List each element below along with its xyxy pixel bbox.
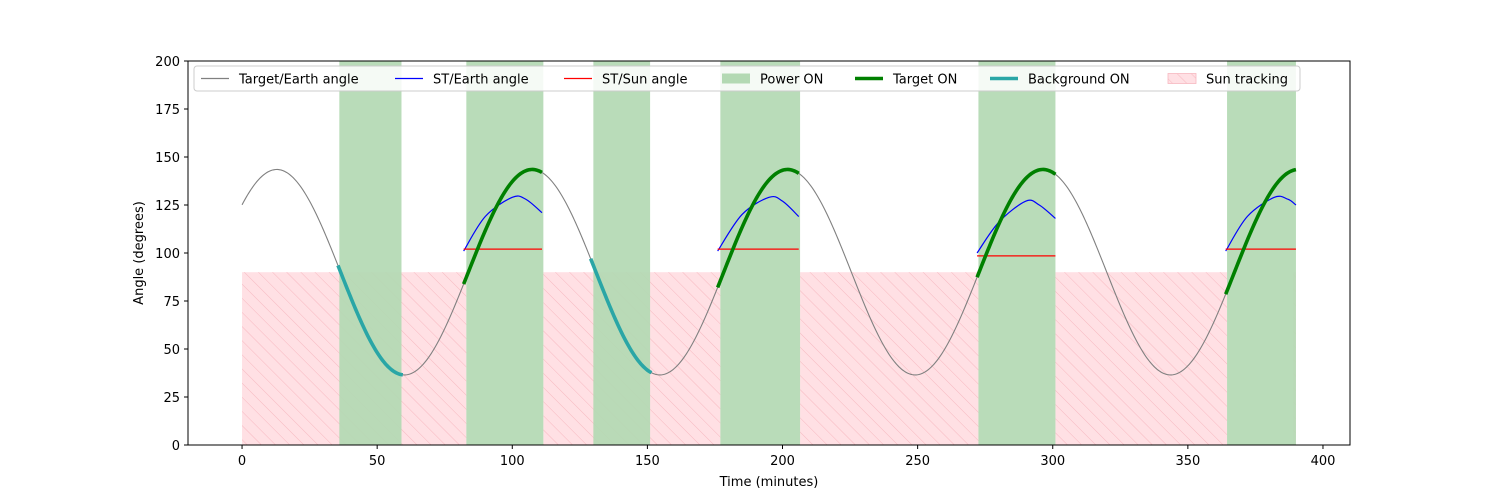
y-tick-label: 125	[155, 199, 180, 214]
y-tick-label: 175	[155, 103, 180, 118]
x-axis-label: Time (minutes)	[719, 475, 819, 490]
x-tick-label: 400	[1311, 454, 1336, 469]
legend-label: Power ON	[760, 73, 823, 88]
x-tick-label: 150	[635, 454, 660, 469]
y-tick-label: 100	[155, 247, 180, 262]
power-on-span	[720, 61, 801, 445]
power-on-span	[593, 61, 651, 445]
st-earth-angle-line	[717, 195, 800, 252]
power-on-span	[339, 61, 402, 445]
y-tick-label: 25	[163, 391, 180, 406]
y-tick-label: 150	[155, 151, 180, 166]
x-axis: 0 50 100 150 200 250 300 350 400	[238, 445, 1335, 469]
legend: Target/Earth angle ST/Earth angle ST/Sun a…	[193, 65, 1301, 92]
x-tick-label: 300	[1040, 454, 1065, 469]
st-earth-angle-line	[976, 199, 1056, 254]
y-tick-label: 0	[172, 439, 180, 454]
y-axis-label: Angle (degrees)	[132, 201, 147, 305]
legend-label: ST/Sun angle	[602, 73, 688, 88]
legend-label: Target ON	[892, 73, 957, 88]
target-on-line	[975, 167, 1057, 278]
y-axis: 0 25 50 75 100 125 150 175 200	[155, 55, 188, 454]
target-on-line	[461, 167, 543, 285]
x-tick-label: 50	[369, 454, 386, 469]
legend-label: Target/Earth angle	[238, 73, 359, 88]
background-on-line	[588, 258, 653, 375]
sun-tracking-hatch	[800, 272, 979, 445]
power-on-span	[466, 61, 544, 445]
power-on-span	[978, 61, 1056, 445]
plot-area	[241, 61, 1297, 445]
y-tick-label: 50	[163, 343, 180, 358]
y-tick-label: 200	[155, 55, 180, 70]
y-tick-label: 75	[163, 295, 180, 310]
power-on-span	[1227, 61, 1296, 445]
legend-swatch	[722, 73, 750, 84]
x-tick-label: 200	[770, 454, 795, 469]
x-tick-label: 0	[238, 454, 246, 469]
target-on-line	[715, 167, 800, 289]
legend-label: ST/Earth angle	[433, 73, 529, 88]
legend-label: Sun tracking	[1206, 73, 1288, 88]
st-earth-angle-line	[1225, 195, 1297, 252]
x-tick-label: 100	[500, 454, 525, 469]
target-on-line	[1224, 167, 1297, 295]
sun-tracking-hatch	[1055, 272, 1228, 445]
legend-swatch-hatch	[1168, 73, 1196, 84]
st-earth-angle-line	[463, 195, 543, 252]
x-tick-label: 250	[905, 454, 930, 469]
x-tick-label: 350	[1175, 454, 1200, 469]
legend-label: Background ON	[1028, 73, 1130, 88]
background-on-line	[336, 264, 404, 377]
